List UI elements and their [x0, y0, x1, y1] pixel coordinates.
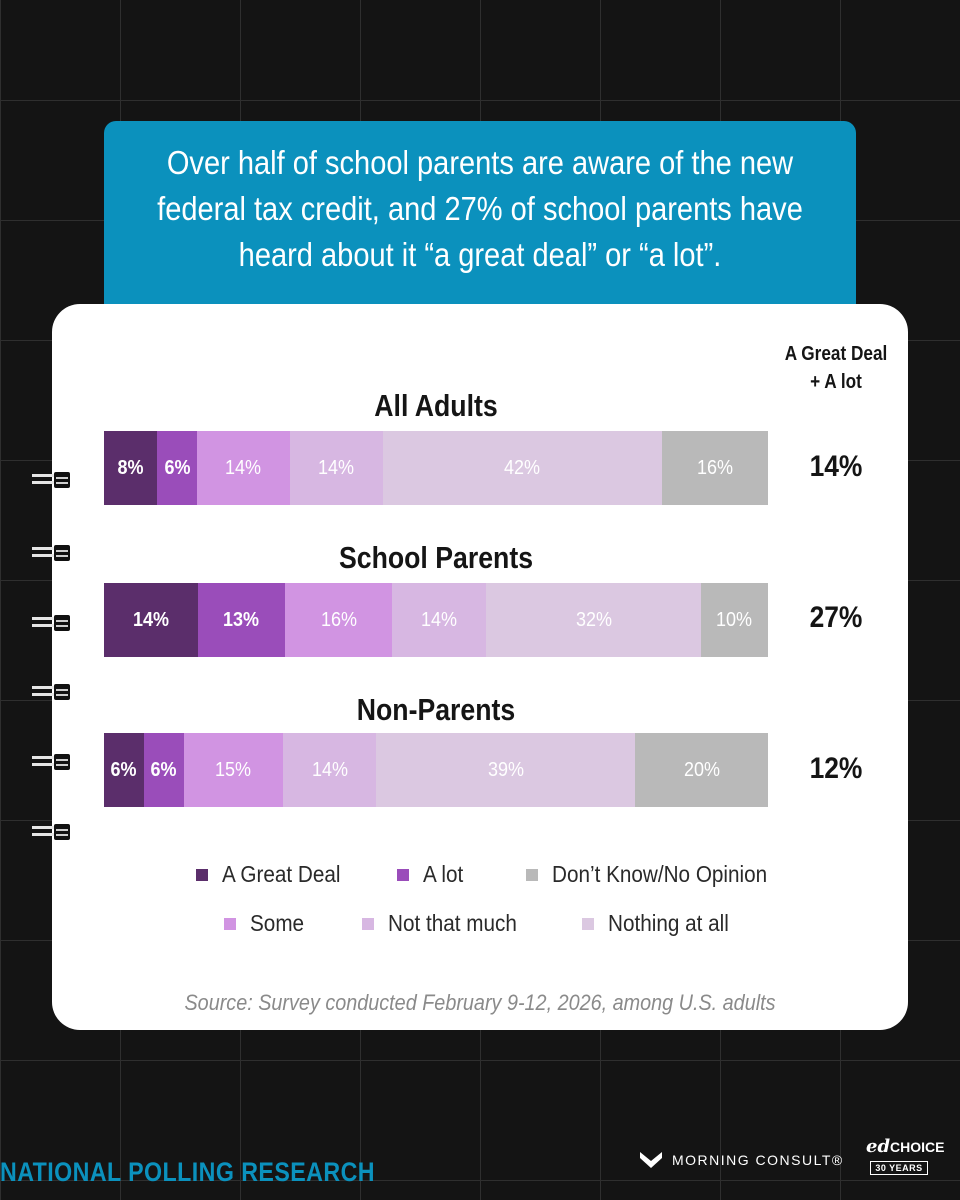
- legend-swatch: [582, 917, 594, 930]
- combined-value-school-parents: 27%: [809, 601, 863, 634]
- bar-segment-a-great-deal: 14%: [104, 583, 198, 657]
- legend-swatch: [362, 917, 374, 930]
- combined-value-all-adults: 14%: [809, 450, 863, 483]
- legend-label: Don’t Know/No Opinion: [552, 861, 768, 887]
- stacked-bar-non-parents: 6% 6% 15% 14% 39% 20%: [104, 733, 768, 807]
- edchoice-name: edCHOICE: [866, 1136, 945, 1157]
- legend-item-nothing-at-all: Nothing at all: [582, 910, 742, 937]
- bar-segment-a-lot: 6%: [143, 733, 184, 807]
- chart-card: [52, 304, 908, 1030]
- legend-label: Not that much: [388, 910, 517, 936]
- source-note: Source: Survey conducted February 9-12, …: [184, 990, 776, 1015]
- bar-value-label: 13%: [223, 608, 260, 631]
- bar-segment-nothing-at-all: 39%: [376, 733, 636, 807]
- binder-ring: [32, 545, 72, 561]
- bar-segment-a-great-deal: 6%: [104, 733, 144, 807]
- legend-swatch: [196, 868, 208, 881]
- legend-item-some: Some: [224, 910, 310, 937]
- binder-ring: [32, 684, 72, 700]
- binder-ring: [32, 754, 72, 770]
- legend-swatch: [224, 917, 236, 930]
- legend-label: A lot: [423, 861, 464, 887]
- morning-consult-logo: MORNING CONSULT®: [640, 1150, 844, 1170]
- binder-ring: [32, 824, 72, 840]
- bar-segment-nothing-at-all: 32%: [486, 583, 701, 657]
- headline-banner: [104, 121, 856, 333]
- combined-column-header: A Great Deal + A lot: [784, 343, 888, 393]
- legend-swatch: [397, 868, 409, 881]
- bar-segment-some: 16%: [285, 583, 393, 657]
- stacked-bar-all-adults: 8% 6% 14% 14% 42% 16%: [104, 431, 768, 505]
- group-title-non-parents: Non-Parents: [356, 692, 516, 727]
- bar-value-label: 6%: [110, 758, 137, 781]
- bar-segment-a-lot: 6%: [157, 431, 197, 505]
- bar-segment-a-great-deal: 8%: [104, 431, 158, 505]
- bar-value-label: 10%: [716, 608, 753, 631]
- binder-ring: [32, 472, 72, 488]
- legend-swatch: [526, 868, 538, 881]
- morning-consult-text: MORNING CONSULT®: [672, 1152, 844, 1168]
- morning-consult-m-icon: [640, 1152, 662, 1168]
- bar-segment-don-t-know-no-opinion: 20%: [635, 733, 768, 807]
- legend-item-a-lot: A lot: [397, 861, 468, 888]
- bar-segment-not-that-much: 14%: [392, 583, 487, 657]
- bar-value-label: 14%: [421, 608, 458, 631]
- legend-item-dont-know: Don’t Know/No Opinion: [526, 861, 791, 888]
- bar-value-label: 6%: [164, 456, 191, 479]
- bar-value-label: 42%: [504, 456, 541, 479]
- legend-item-not-that-much: Not that much: [362, 910, 531, 937]
- bar-segment-nothing-at-all: 42%: [382, 431, 662, 505]
- bar-segment-don-t-know-no-opinion: 10%: [700, 583, 769, 657]
- bar-value-label: 32%: [575, 608, 612, 631]
- bar-value-label: 14%: [311, 758, 348, 781]
- bar-segment-some: 15%: [183, 733, 284, 807]
- footer-organization: NATIONAL POLLING RESEARCH: [0, 1157, 375, 1187]
- bar-value-label: 16%: [696, 456, 733, 479]
- bar-value-label: 20%: [683, 758, 720, 781]
- legend-item-a-great-deal: A Great Deal: [196, 861, 354, 888]
- edchoice-brand: CHOICE: [890, 1139, 945, 1155]
- bar-value-label: 39%: [487, 758, 524, 781]
- bar-value-label: 6%: [150, 758, 177, 781]
- legend-label: A Great Deal: [222, 861, 341, 887]
- legend-label: Some: [250, 910, 305, 936]
- group-title-school-parents: School Parents: [338, 540, 534, 575]
- edchoice-logo: edCHOICE 30 YEARS: [866, 1136, 945, 1176]
- edchoice-prefix: ed: [866, 1136, 891, 1157]
- bar-value-label: 8%: [117, 456, 144, 479]
- bar-value-label: 14%: [225, 456, 262, 479]
- bar-segment-not-that-much: 14%: [289, 431, 383, 505]
- bar-value-label: 16%: [320, 608, 357, 631]
- legend-label: Nothing at all: [608, 910, 729, 936]
- binder-ring: [32, 615, 72, 631]
- combined-value-non-parents: 12%: [809, 752, 863, 785]
- bar-segment-some: 14%: [196, 431, 290, 505]
- bar-segment-don-t-know-no-opinion: 16%: [661, 431, 768, 505]
- bar-segment-not-that-much: 14%: [283, 733, 377, 807]
- group-title-all-adults: All Adults: [374, 388, 498, 423]
- edchoice-anniversary-badge: 30 YEARS: [870, 1161, 928, 1175]
- bar-segment-a-lot: 13%: [197, 583, 286, 657]
- bar-value-label: 15%: [215, 758, 252, 781]
- stacked-bar-school-parents: 14% 13% 16% 14% 32% 10%: [104, 583, 769, 657]
- bar-value-label: 14%: [132, 608, 169, 631]
- bar-value-label: 14%: [318, 456, 355, 479]
- headline: Over half of school parents are aware of…: [157, 144, 803, 273]
